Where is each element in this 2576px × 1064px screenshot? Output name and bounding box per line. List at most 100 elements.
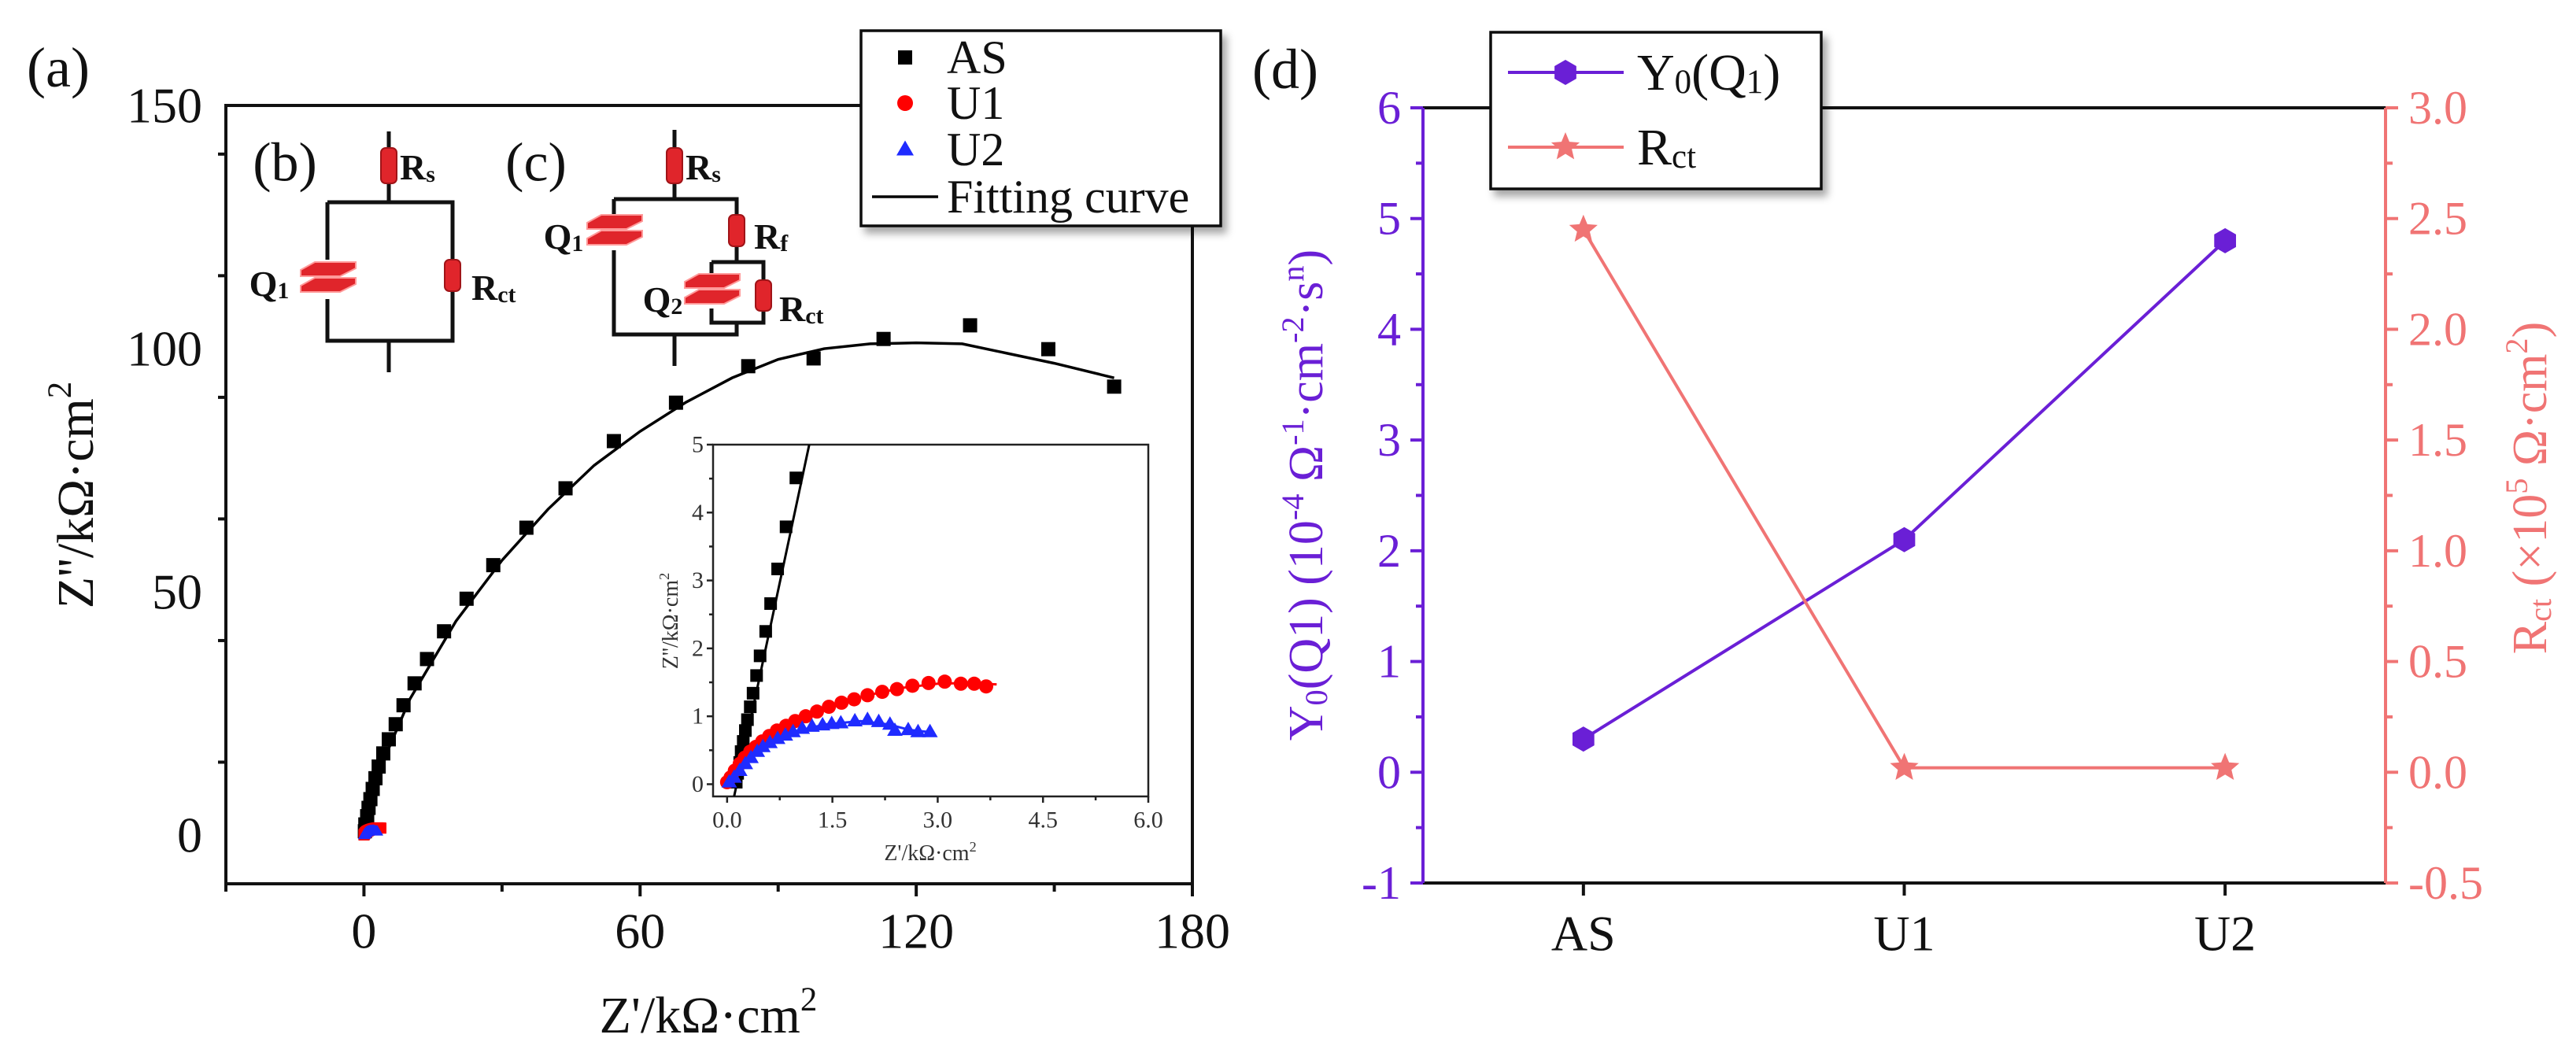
left-y-tick-label: 0 <box>1377 746 1401 798</box>
left-y-tick-label: 2 <box>1377 525 1401 577</box>
left-y-axis-title-part: (Q1) (10 <box>1280 520 1333 689</box>
right-y-tick-label: 1.5 <box>2408 414 2467 466</box>
inset-data-point-as <box>739 724 752 737</box>
data-point-as <box>558 481 573 496</box>
legend-marker-u2 <box>896 140 914 156</box>
legend-label-y0: Y0(Q1) <box>1637 44 1780 102</box>
legend-label-y0-part: 0 <box>1675 64 1691 101</box>
resistor-rs-b <box>380 147 397 184</box>
data-point-as <box>606 434 621 449</box>
inset-data-point-u2 <box>815 717 831 731</box>
left-y-axis-title-part: -1 <box>1275 419 1310 445</box>
right-y-axis-title-part: ) <box>2504 322 2557 338</box>
inset-y-tick-label: 0 <box>692 771 704 797</box>
right-y-axis-title-part: 2 <box>2499 338 2534 353</box>
circuit-label-rf: Rf <box>754 216 789 257</box>
circuit-label-rct-part: R <box>779 289 806 329</box>
inset-data-point-u1 <box>953 676 968 691</box>
inset-data-point-as <box>759 625 772 638</box>
right-y-axis-title-part: Ω·cm <box>2504 354 2557 478</box>
data-point-u2 <box>357 828 371 840</box>
inset-x-axis-title-part: 2 <box>970 839 977 855</box>
circuit-label-rs-part: s <box>426 161 435 187</box>
panel-label-b: (b) <box>253 133 317 194</box>
circuit-label-rs-part: s <box>711 161 721 187</box>
circuit-label-q2-part: 2 <box>671 294 682 320</box>
left-y-tick-label: 5 <box>1377 193 1401 245</box>
data-point-rct <box>2211 752 2240 781</box>
inset-data-point-as <box>764 597 778 610</box>
inset-data-point-u1 <box>921 675 936 690</box>
circuit-label-rs: Rs <box>400 147 435 187</box>
legend-marker-rct <box>1550 132 1580 160</box>
inset-data-point-u1 <box>905 678 920 693</box>
left-y-axis-title: Y0(Q1) (10-4 Ω-1·cm-2·sn) <box>1275 249 1334 741</box>
legend-label-rct-part: R <box>1637 119 1672 176</box>
inset-x-axis-title-part: Z'/kΩ·cm <box>884 841 969 866</box>
inset-data-point-as <box>753 649 767 663</box>
circuit-label-rct-part: ct <box>497 282 516 308</box>
data-point-as <box>396 698 411 713</box>
data-point-rct <box>1890 752 1919 781</box>
circuit-label-q1: Q1 <box>544 216 584 257</box>
data-point-as <box>963 318 978 333</box>
left-y-axis-title-part: -2 <box>1275 316 1310 343</box>
legend-label: Fitting curve <box>947 171 1189 223</box>
circuit-label-q2-part: Q <box>643 279 671 320</box>
circuit-label-rs-part: R <box>400 147 427 187</box>
circuit-label-q1-part: Q <box>249 264 278 304</box>
right-y-axis-title: Rct (×105 Ω·cm2) <box>2499 322 2558 655</box>
inset-y-tick-label: 5 <box>692 432 704 458</box>
y-tick-label: 50 <box>152 564 202 620</box>
legend-label-rct-part: ct <box>1672 139 1696 175</box>
right-y-tick-label: -0.5 <box>2408 857 2483 909</box>
circuit-label-rct-part: R <box>471 268 498 308</box>
data-point-as <box>388 717 403 732</box>
data-point-y0 <box>2214 227 2237 253</box>
inset-plot-area <box>719 445 997 796</box>
data-point-as <box>806 351 821 366</box>
inset-x-tick-label: 4.5 <box>1028 807 1058 833</box>
legend-marker-y0 <box>1554 60 1576 85</box>
data-point-as <box>668 395 683 410</box>
circuit-label-q2: Q2 <box>643 279 683 320</box>
inset-x-tick-label: 3.0 <box>923 807 953 833</box>
panel-d-legend: Y0(Q1) Rct <box>1489 31 1823 190</box>
panel-label-d: (d) <box>1252 38 1318 101</box>
cpe-q1-c <box>586 214 643 246</box>
data-point-as <box>371 759 386 774</box>
inset-data-point-u1 <box>889 682 904 696</box>
inset-data-point-u1 <box>966 676 981 691</box>
left-y-axis-title-part: ) <box>1280 249 1333 266</box>
y-axis-title-part: 2 <box>42 382 79 398</box>
inset-data-point-u2 <box>794 720 811 734</box>
inset-data-point-u1 <box>860 688 875 703</box>
inset-data-point-as <box>737 735 750 748</box>
inset-data-point-u2 <box>900 722 916 736</box>
left-y-axis-title-part: Y <box>1280 705 1333 741</box>
data-point-as <box>486 558 501 573</box>
resistor-rs-c <box>666 147 683 184</box>
left-y-tick-label: 6 <box>1377 82 1401 134</box>
inset-x-axis-title: Z'/kΩ·cm2 <box>884 839 976 866</box>
x-category-label: U2 <box>2194 906 2256 962</box>
inset-y-axis-title: Z''/kΩ·cm2 <box>656 573 683 669</box>
x-axis-title: Z'/kΩ·cm2 <box>600 981 818 1044</box>
inset-data-point-u2 <box>749 743 766 757</box>
right-y-tick-label: 3.0 <box>2408 82 2467 134</box>
inset-data-point-u1 <box>874 685 889 700</box>
circuit-label-rs-part: R <box>686 147 712 187</box>
inset-data-point-u2 <box>870 713 887 727</box>
legend-label-y0-part: (Q <box>1691 44 1746 102</box>
panel-d-parameter-plot: (d) AS U1 U2 -1 0 1 2 3 4 5 6 -0.5 0.0 0.5 1.0 1.5 2.0 2.5… <box>1252 38 2557 962</box>
inset-y-tick-label: 3 <box>692 567 704 593</box>
main-plot-area <box>357 318 1122 841</box>
inset-y-tick-label: 2 <box>692 635 704 661</box>
data-point-y0 <box>1893 526 1916 552</box>
x-axis-title-part: 2 <box>800 981 817 1018</box>
right-y-axis-title-part: R <box>2504 621 2557 654</box>
inset-data-point-u2 <box>859 711 876 726</box>
x-tick-label: 180 <box>1155 903 1230 959</box>
inset-data-point-u2 <box>770 730 785 744</box>
